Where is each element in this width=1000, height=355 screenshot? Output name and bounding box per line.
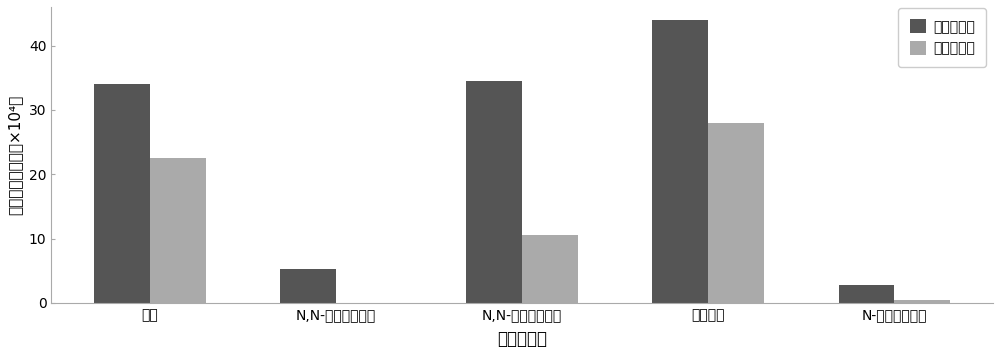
Bar xyxy=(150,158,206,303)
Bar xyxy=(94,84,150,303)
Bar xyxy=(708,123,764,303)
Bar xyxy=(894,300,950,303)
X-axis label: 衍生化溶剂: 衍生化溶剂 xyxy=(497,330,547,348)
Bar xyxy=(839,285,894,303)
Bar xyxy=(522,235,578,303)
Y-axis label: 衍生生物峰面积（×10⁴）: 衍生生物峰面积（×10⁴） xyxy=(7,95,22,215)
Bar xyxy=(652,20,708,303)
Legend: 甲磺酸甲酯, 甲磺酸乙酯: 甲磺酸甲酯, 甲磺酸乙酯 xyxy=(898,8,986,67)
Bar xyxy=(280,269,336,303)
Bar xyxy=(466,81,522,303)
